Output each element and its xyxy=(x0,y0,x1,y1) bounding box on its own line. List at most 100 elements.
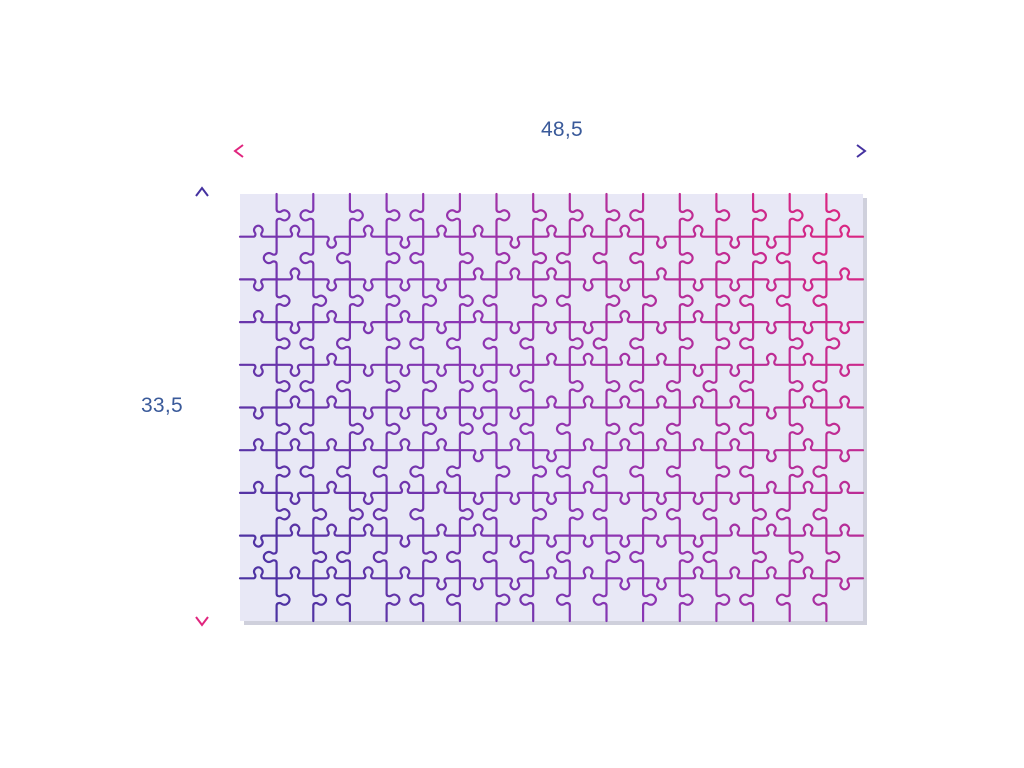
puzzle-cut-vertical xyxy=(678,577,694,623)
puzzle-cut-horizontal xyxy=(605,491,645,505)
puzzle-cut-horizontal xyxy=(642,235,681,249)
puzzle-cut-vertical xyxy=(812,449,828,494)
puzzle-cut-vertical xyxy=(678,534,694,580)
puzzle-cut-vertical xyxy=(458,491,474,537)
puzzle-cut-vertical xyxy=(678,192,694,238)
puzzle-cut-vertical xyxy=(592,577,608,623)
puzzle-cut-horizontal xyxy=(312,235,351,249)
puzzle-cut-vertical xyxy=(495,235,511,281)
puzzle-cut-vertical xyxy=(336,235,351,281)
puzzle-cut-horizontal xyxy=(238,278,278,292)
puzzle-cut-vertical xyxy=(739,577,755,623)
puzzle-cut-horizontal xyxy=(422,438,461,452)
puzzle-cut-vertical xyxy=(458,235,474,281)
puzzle-cut-vertical xyxy=(446,534,461,580)
puzzle-cut-horizontal xyxy=(458,406,498,420)
puzzle-cut-vertical xyxy=(825,321,841,366)
puzzle-cut-horizontal xyxy=(348,491,388,505)
puzzle-cut-horizontal xyxy=(678,224,718,238)
puzzle-cut-horizontal xyxy=(605,534,645,548)
puzzle-cut-vertical xyxy=(409,192,425,238)
puzzle-cut-vertical xyxy=(519,406,535,452)
puzzle-cut-vertical xyxy=(385,192,401,238)
puzzle-cut-vertical xyxy=(299,363,315,409)
puzzle-cut-horizontal xyxy=(642,438,681,452)
puzzle-cut-vertical xyxy=(715,321,731,366)
height-arrow-icon xyxy=(195,186,209,627)
puzzle-cut-horizontal xyxy=(458,523,498,537)
puzzle-cut-vertical xyxy=(336,534,351,580)
puzzle-cut-vertical xyxy=(642,278,657,324)
puzzle-cut-horizontal xyxy=(788,352,828,366)
puzzle-cut-vertical xyxy=(385,278,401,324)
puzzle-cut-vertical xyxy=(482,534,498,580)
puzzle-cut-horizontal xyxy=(532,224,571,238)
puzzle-cut-horizontal xyxy=(238,480,278,494)
puzzle-cut-vertical xyxy=(299,406,315,452)
puzzle-cut-vertical xyxy=(348,406,364,452)
puzzle-cut-vertical xyxy=(752,534,767,580)
puzzle-cut-vertical xyxy=(348,491,364,537)
puzzle-cut-horizontal xyxy=(312,523,351,537)
puzzle-cut-vertical xyxy=(372,449,388,494)
puzzle-cut-horizontal xyxy=(605,395,645,409)
puzzle-cut-vertical xyxy=(605,278,621,324)
puzzle-cut-horizontal xyxy=(568,534,608,548)
puzzle-cut-vertical xyxy=(555,534,571,580)
puzzle-cut-vertical xyxy=(752,491,767,537)
puzzle-cut-horizontal xyxy=(568,352,608,366)
puzzle-cut-vertical xyxy=(482,321,498,366)
puzzle-cut-vertical xyxy=(555,235,571,281)
puzzle-cut-horizontal xyxy=(825,224,865,238)
puzzle-cut-horizontal xyxy=(788,321,828,335)
puzzle-cut-vertical xyxy=(825,192,841,238)
puzzle-cut-vertical xyxy=(555,577,571,623)
puzzle-cut-vertical xyxy=(788,192,804,238)
puzzle-cut-horizontal xyxy=(422,406,461,420)
puzzle-cut-horizontal xyxy=(348,278,388,292)
puzzle-cut-vertical xyxy=(262,534,278,580)
puzzle-cut-vertical xyxy=(568,192,584,238)
puzzle-cut-horizontal xyxy=(385,406,425,420)
puzzle-cut-horizontal xyxy=(275,395,315,409)
puzzle-cut-vertical xyxy=(275,192,291,238)
puzzle-cut-horizontal xyxy=(275,438,315,452)
puzzle-cut-vertical xyxy=(409,577,425,623)
puzzle-cut-horizontal xyxy=(788,278,828,292)
puzzle-cut-horizontal xyxy=(312,278,351,292)
puzzle-cut-horizontal xyxy=(605,438,645,452)
puzzle-cut-horizontal xyxy=(788,523,828,537)
puzzle-cut-horizontal xyxy=(422,363,461,377)
puzzle-cut-horizontal xyxy=(715,395,755,409)
puzzle-cut-vertical xyxy=(665,406,681,452)
puzzle-cut-horizontal xyxy=(275,321,315,335)
puzzle-cut-vertical xyxy=(409,321,425,366)
puzzle-board xyxy=(238,192,867,625)
puzzle-cut-vertical xyxy=(788,534,804,580)
puzzle-cut-horizontal xyxy=(385,534,425,548)
puzzle-cut-horizontal xyxy=(715,235,755,249)
puzzle-cut-horizontal xyxy=(715,278,755,292)
puzzle-cut-vertical xyxy=(519,577,535,623)
puzzle-cut-horizontal xyxy=(422,480,461,494)
puzzle-cut-horizontal xyxy=(495,267,535,281)
puzzle-cut-horizontal xyxy=(678,395,718,409)
puzzle-cut-horizontal xyxy=(312,566,351,580)
puzzle-cut-horizontal xyxy=(348,363,388,377)
puzzle-cut-vertical xyxy=(678,278,694,324)
puzzle-cut-horizontal xyxy=(788,395,828,409)
puzzle-cut-horizontal xyxy=(238,363,278,377)
puzzle-cut-vertical xyxy=(312,491,328,537)
puzzle-cut-horizontal xyxy=(458,577,498,591)
puzzle-cut-horizontal xyxy=(458,363,498,377)
puzzle-cut-horizontal xyxy=(752,566,791,580)
puzzle-cut-horizontal xyxy=(752,523,791,537)
puzzle-cut-horizontal xyxy=(348,438,388,452)
puzzle-cut-horizontal xyxy=(715,438,755,452)
puzzle-cut-horizontal xyxy=(422,577,461,591)
puzzle-cut-vertical xyxy=(532,449,548,494)
puzzle-cut-vertical xyxy=(739,406,755,452)
puzzle-cut-vertical xyxy=(336,449,351,494)
puzzle-cut-vertical xyxy=(422,278,438,324)
